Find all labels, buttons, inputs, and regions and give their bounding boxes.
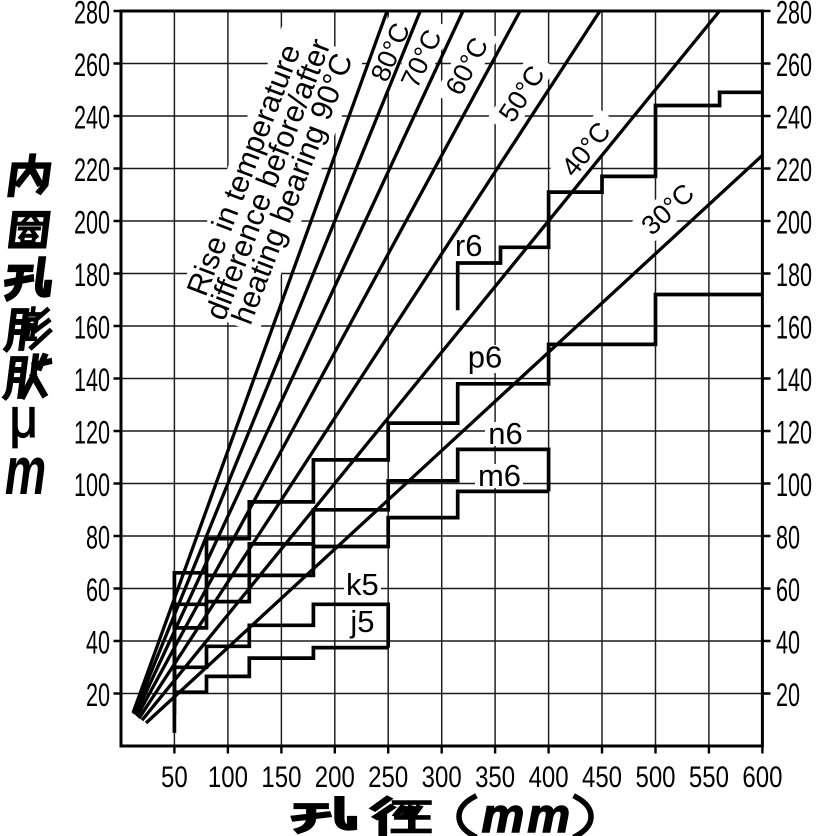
- svg-text:120: 120: [74, 414, 110, 450]
- svg-text:200: 200: [74, 204, 110, 240]
- svg-text:550: 550: [689, 759, 729, 793]
- svg-text:200: 200: [315, 759, 355, 793]
- svg-text:250: 250: [368, 759, 408, 793]
- svg-text:450: 450: [582, 759, 622, 793]
- svg-text:220: 220: [74, 152, 110, 188]
- svg-text:60: 60: [86, 572, 110, 608]
- svg-text:160: 160: [74, 309, 110, 345]
- svg-text:400: 400: [529, 759, 569, 793]
- svg-text:140: 140: [776, 362, 812, 398]
- svg-text:140: 140: [74, 362, 110, 398]
- svg-text:280: 280: [776, 0, 812, 31]
- svg-text:100: 100: [74, 467, 110, 503]
- svg-text:200: 200: [776, 204, 812, 240]
- svg-text:350: 350: [475, 759, 515, 793]
- svg-text:600: 600: [742, 759, 782, 793]
- svg-text:40: 40: [86, 624, 110, 660]
- svg-text:n6: n6: [488, 416, 522, 451]
- svg-text:220: 220: [776, 152, 812, 188]
- svg-text:180: 180: [74, 257, 110, 293]
- svg-text:m: m: [482, 790, 525, 836]
- svg-text:r6: r6: [455, 228, 483, 263]
- svg-text:280: 280: [74, 0, 110, 31]
- svg-text:500: 500: [635, 759, 675, 793]
- svg-text:240: 240: [74, 99, 110, 135]
- svg-text:μ: μ: [10, 387, 38, 450]
- svg-text:260: 260: [776, 47, 812, 83]
- svg-text:260: 260: [74, 47, 110, 83]
- svg-text:80: 80: [776, 519, 800, 555]
- svg-text:160: 160: [776, 309, 812, 345]
- svg-text:50: 50: [161, 759, 188, 793]
- svg-text:p6: p6: [468, 340, 502, 375]
- svg-text:40: 40: [776, 624, 800, 660]
- svg-text:100: 100: [208, 759, 248, 793]
- svg-text:100: 100: [776, 467, 812, 503]
- svg-text:m: m: [5, 435, 46, 510]
- svg-text:80: 80: [86, 519, 110, 555]
- svg-text:60: 60: [776, 572, 800, 608]
- svg-text:20: 20: [86, 677, 110, 713]
- svg-text:m: m: [527, 790, 570, 836]
- svg-text:20: 20: [776, 677, 800, 713]
- svg-text:m6: m6: [478, 458, 521, 493]
- svg-text:j5: j5: [349, 604, 374, 639]
- svg-text:300: 300: [422, 759, 462, 793]
- svg-text:k5: k5: [346, 567, 379, 602]
- svg-text:120: 120: [776, 414, 812, 450]
- svg-text:180: 180: [776, 257, 812, 293]
- svg-text:240: 240: [776, 99, 812, 135]
- svg-text:150: 150: [261, 759, 301, 793]
